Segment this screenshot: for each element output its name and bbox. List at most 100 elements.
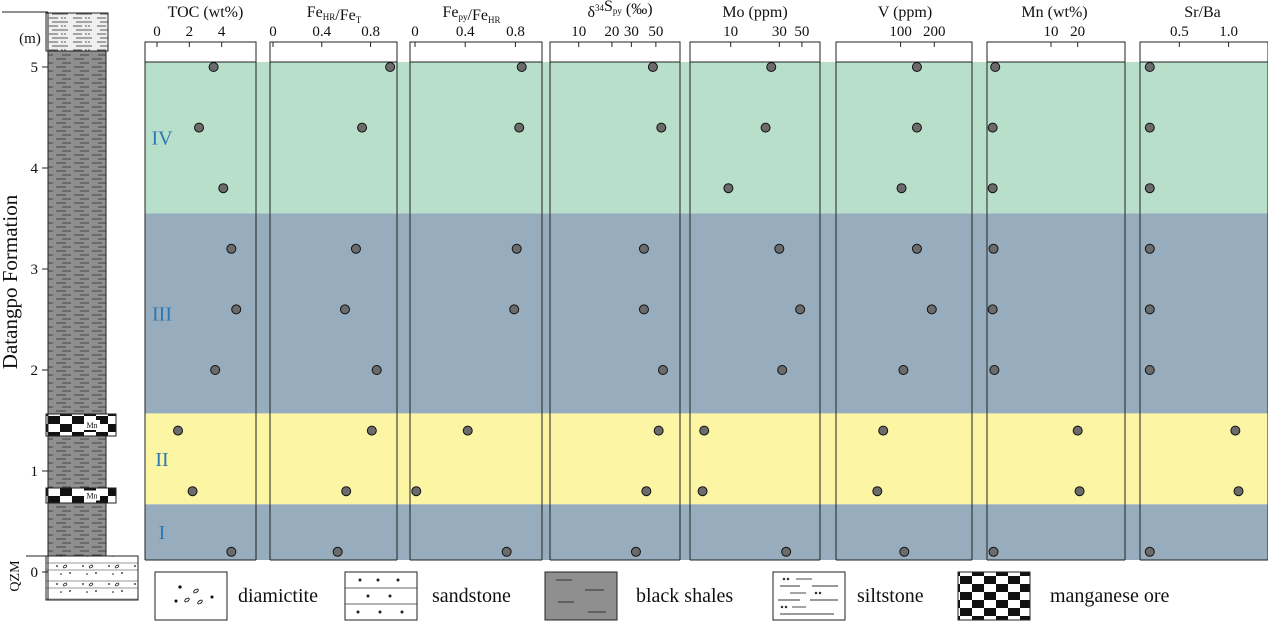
- data-point: [653, 425, 664, 436]
- data-point: [723, 183, 734, 194]
- data-point: [501, 546, 512, 557]
- tick-label: 0.4: [456, 24, 475, 40]
- data-point: [760, 122, 771, 133]
- panel-title: V (ppm): [878, 4, 932, 21]
- data-point: [1072, 425, 1083, 436]
- legend-label-black-shales: black shales: [636, 585, 733, 607]
- data-point: [641, 486, 652, 497]
- panel-header-box: [689, 41, 821, 63]
- column-black-shales: [47, 50, 107, 557]
- data-point: [781, 546, 792, 557]
- stratigraphic-column: Mn Mn 0 1 2 3 4 5: [2, 11, 139, 601]
- column-manganese-ore: [45, 487, 117, 504]
- data-point: [462, 425, 473, 436]
- panel-title: TOC (wt%): [168, 4, 244, 21]
- column-diamictite: [45, 555, 139, 601]
- tick-label: 0.8: [506, 24, 525, 40]
- mn-layer-label: Mn: [86, 421, 97, 430]
- depth-unit-label: (m): [19, 31, 41, 47]
- mn-label-bg: [84, 420, 100, 430]
- tick-label: 0: [411, 24, 419, 40]
- legend-swatch-black-shales-marks: [556, 579, 606, 613]
- tick-label: 0: [269, 24, 277, 40]
- tick-label: 30: [772, 24, 787, 40]
- legend-swatch-manganese-ore: [957, 571, 1031, 621]
- data-point: [187, 486, 198, 497]
- data-point: [987, 183, 998, 194]
- legend-label-sandstone: sandstone: [432, 585, 511, 607]
- data-point: [208, 62, 219, 72]
- data-point: [777, 365, 788, 375]
- tick-label: 100: [889, 24, 912, 40]
- tick-label: 2: [186, 24, 194, 40]
- zone-band: [145, 61, 1268, 214]
- data-point: [699, 425, 710, 436]
- data-point: [511, 243, 522, 254]
- tick-label: 20: [604, 24, 619, 40]
- data-point: [899, 546, 910, 557]
- tick-label: 20: [1070, 24, 1085, 40]
- data-point: [411, 486, 422, 497]
- data-point: [371, 365, 382, 375]
- panel-fehr: FeHR/FeT 0 0.4 0.8: [269, 4, 398, 561]
- panel-header-box: [986, 41, 1126, 63]
- panel-toc: TOC (wt%) 0 2 4: [144, 4, 257, 561]
- data-point: [657, 365, 668, 375]
- tick-label: 30: [624, 24, 639, 40]
- tick-label: 10: [723, 24, 738, 40]
- data-point: [989, 365, 1000, 375]
- zone-label: I: [159, 522, 166, 544]
- data-panels: TOC (wt%) 0 2 4 FeHR/FeT 0 0.4 0.8 Fepy/FeHR 0 0.4…: [144, 0, 1268, 561]
- panel-d34s: δ34Spy (‰)10 20 30 50: [549, 0, 681, 561]
- data-point: [1144, 243, 1155, 254]
- tick-label: 10: [571, 24, 586, 40]
- depth-tick-label: 1: [31, 464, 39, 480]
- legend-swatch-siltstone-marks: [778, 577, 838, 615]
- data-point: [509, 304, 520, 315]
- data-point: [878, 425, 889, 436]
- data-point: [911, 62, 922, 72]
- data-point: [647, 62, 658, 72]
- panel-v: V (ppm) 100 200: [835, 4, 973, 561]
- data-point: [988, 546, 999, 557]
- data-point: [872, 486, 883, 497]
- data-point: [226, 243, 237, 254]
- data-point: [988, 243, 999, 254]
- formation-label: Datangpo Formation: [0, 194, 22, 369]
- data-point: [1144, 62, 1155, 72]
- mn-label-bg: [84, 490, 100, 501]
- legend-swatch-black-shales: [544, 571, 618, 621]
- depth-tick-label: 0: [31, 565, 39, 581]
- zone-label: IV: [151, 128, 173, 150]
- zone-bands: [145, 61, 1268, 560]
- data-point: [1074, 486, 1085, 497]
- data-point: [1233, 486, 1244, 497]
- panel-title: FeHR/FeT: [307, 4, 362, 25]
- zone-label: II: [155, 449, 168, 471]
- depth-tick-label: 2: [31, 363, 39, 379]
- tick-label: 0: [153, 24, 161, 40]
- base-unit-label: QZM: [8, 560, 23, 592]
- data-point: [339, 304, 350, 315]
- panel-mo: Mo (ppm) 10 30 50: [689, 4, 821, 561]
- data-point: [896, 183, 907, 194]
- legend-label-diamictite: diamictite: [238, 585, 318, 607]
- data-point: [357, 122, 368, 133]
- data-point: [987, 304, 998, 315]
- tick-label: 0.8: [361, 24, 380, 40]
- data-point: [514, 122, 525, 133]
- data-point: [210, 365, 221, 375]
- depth-axis: (m) Datangpo Formation QZM: [0, 31, 41, 592]
- zone-band: [145, 213, 1268, 414]
- data-point: [1144, 183, 1155, 194]
- panel-header-box: [549, 41, 681, 63]
- tick-label: 10: [1043, 24, 1058, 40]
- panel-title: Mn (wt%): [1021, 4, 1087, 21]
- panel-header-box: [144, 41, 257, 63]
- data-point: [218, 183, 229, 194]
- data-point: [911, 243, 922, 254]
- data-point: [1144, 546, 1155, 557]
- depth-tick-label: 4: [31, 161, 39, 177]
- panel-header-box: [835, 41, 973, 63]
